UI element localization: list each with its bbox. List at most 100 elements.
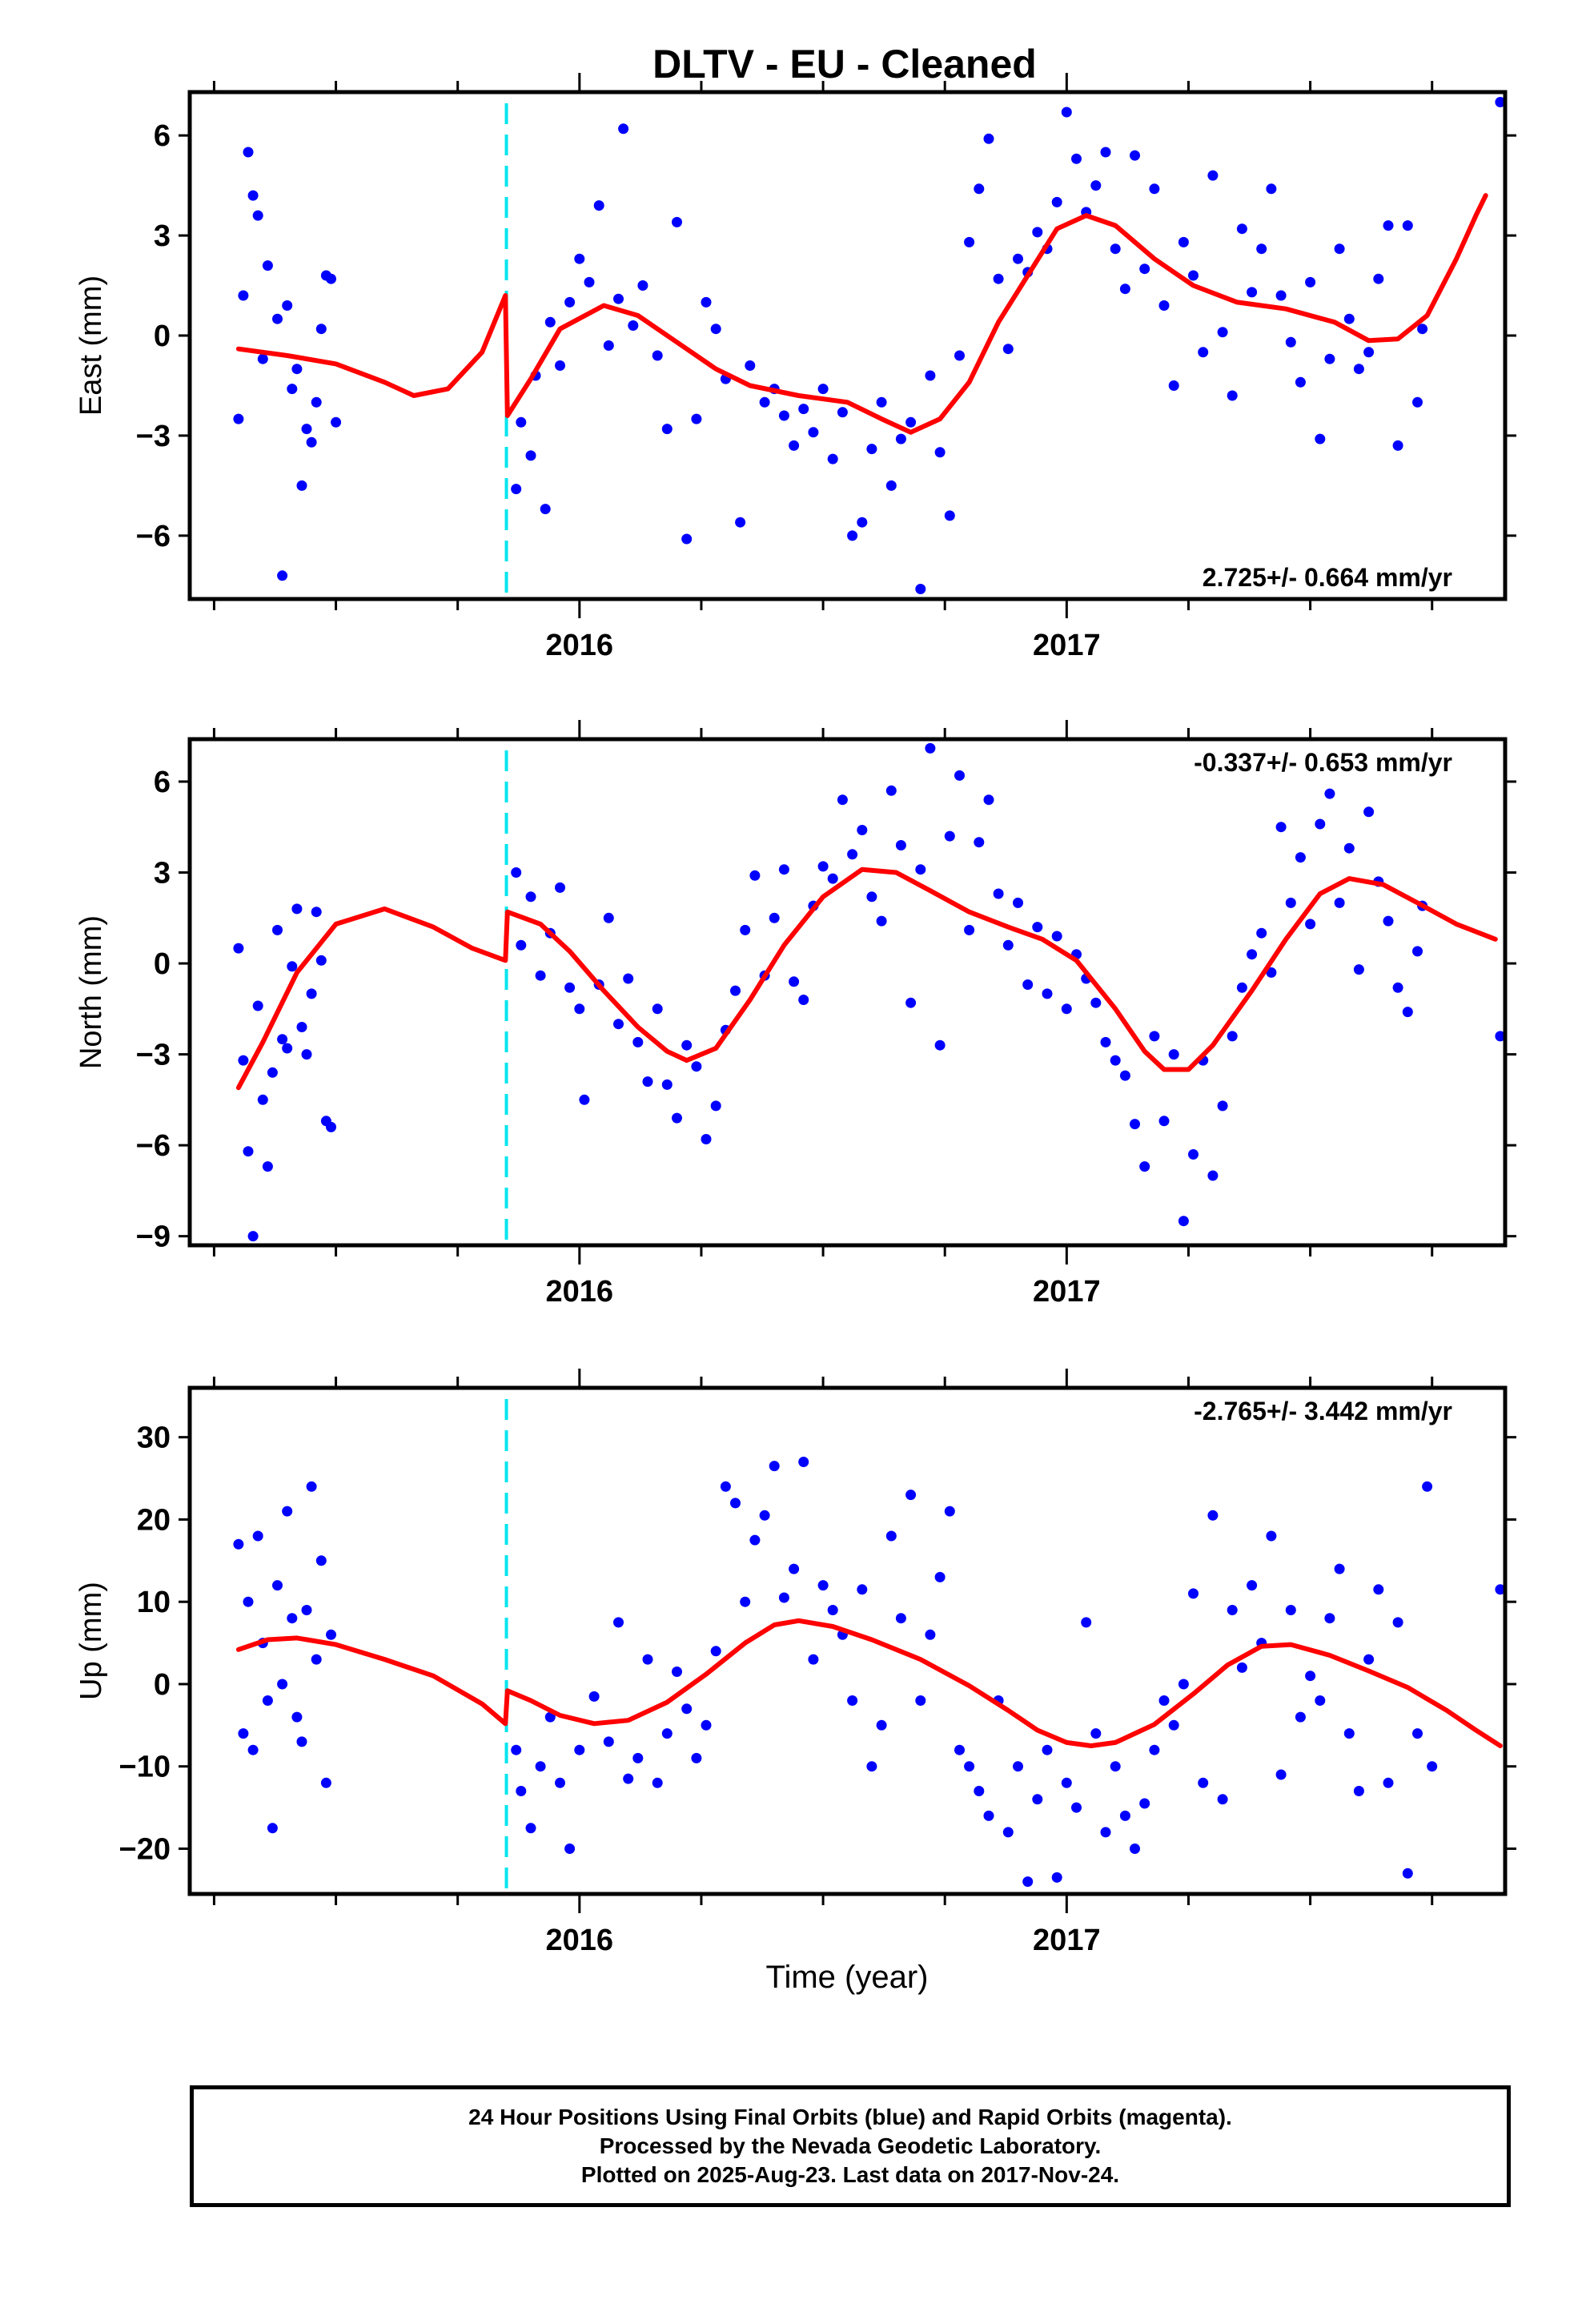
data-point: [847, 1695, 858, 1706]
data-point: [1032, 922, 1043, 933]
data-point: [769, 912, 780, 923]
data-point: [1061, 107, 1072, 118]
data-point: [885, 785, 897, 796]
data-point: [525, 1823, 536, 1834]
data-point: [1334, 897, 1345, 908]
data-point: [974, 1786, 985, 1796]
data-point: [876, 396, 887, 408]
data-point: [1295, 1711, 1306, 1723]
north-panel: −9 −6 −3 0 3 6 2016 2017 North (mm) -0.337+/- 0.6…: [74, 720, 1516, 1309]
y-tick-label: 3: [154, 857, 171, 891]
data-point: [701, 1719, 712, 1731]
data-point: [1119, 1070, 1130, 1081]
data-point: [749, 870, 761, 881]
data-point: [238, 290, 249, 301]
data-point: [735, 517, 746, 528]
data-point: [1110, 1761, 1121, 1772]
data-point: [1256, 243, 1267, 255]
data-point: [1149, 1031, 1160, 1042]
data-point: [1100, 147, 1111, 158]
data-point: [233, 413, 244, 424]
data-point: [681, 1039, 693, 1051]
y-tick-label: −6: [136, 520, 171, 553]
data-point: [1266, 967, 1277, 978]
footer-line: Plotted on 2025-Aug-23. Last data on 201…: [580, 2162, 1120, 2187]
data-point: [243, 1146, 254, 1157]
data-point: [1198, 347, 1209, 358]
data-point: [974, 183, 985, 195]
data-point: [291, 903, 303, 915]
data-point: [817, 861, 829, 872]
y-axis-label: Up (mm): [74, 1582, 108, 1700]
data-point: [287, 961, 298, 972]
data-point: [1402, 1007, 1413, 1018]
data-point: [613, 1019, 624, 1030]
y-tick-label: 20: [137, 1503, 171, 1537]
data-point: [652, 350, 663, 361]
data-point: [1275, 290, 1287, 301]
data-point: [282, 1506, 293, 1517]
data-point: [516, 416, 527, 428]
data-point: [1119, 1810, 1130, 1821]
y-tick-label: 30: [137, 1421, 171, 1455]
data-point: [749, 1534, 761, 1546]
data-point: [311, 396, 322, 408]
data-point: [1383, 220, 1394, 231]
data-point: [272, 313, 283, 324]
data-point: [233, 1538, 244, 1550]
data-point: [1383, 915, 1394, 927]
y-axis-label: North (mm): [74, 915, 108, 1069]
x-tick-label: 2017: [1033, 1924, 1101, 1957]
data-point: [857, 517, 868, 528]
data-point: [847, 849, 858, 860]
data-point: [710, 1646, 721, 1657]
data-point: [1090, 1728, 1102, 1739]
data-point: [964, 924, 975, 935]
data-point: [540, 504, 551, 515]
data-point: [252, 210, 263, 221]
data-point: [895, 433, 906, 444]
data-point: [262, 1161, 273, 1172]
data-point: [535, 1761, 546, 1772]
data-point: [895, 1613, 906, 1624]
data-point: [1051, 931, 1062, 942]
data-point: [789, 1563, 800, 1574]
data-point: [1013, 897, 1023, 908]
data-point: [1363, 347, 1375, 358]
data-point: [331, 416, 342, 428]
data-point: [1110, 243, 1121, 255]
data-point: [637, 280, 648, 291]
data-point: [1217, 327, 1228, 338]
data-point: [632, 1036, 644, 1047]
data-point: [1275, 822, 1287, 833]
data-point: [759, 1510, 770, 1521]
data-point: [895, 840, 906, 850]
plot-frame: [187, 90, 1508, 601]
data-point: [1032, 227, 1043, 238]
data-point: [326, 273, 336, 284]
data-point: [964, 1761, 975, 1772]
data-point: [247, 190, 259, 201]
data-point: [1130, 150, 1140, 161]
data-point: [740, 924, 751, 935]
model-curve: [235, 193, 1488, 435]
data-point: [247, 1231, 259, 1242]
data-point: [282, 300, 293, 311]
data-point: [301, 1605, 312, 1615]
y-tick-label: −3: [136, 420, 171, 453]
data-point: [593, 200, 604, 211]
data-point: [1343, 1728, 1355, 1739]
data-point: [983, 794, 994, 806]
footer-line: 24 Hour Positions Using Final Orbits (bl…: [468, 2105, 1232, 2129]
data-point: [326, 1629, 336, 1640]
data-point: [1295, 852, 1306, 863]
data-point: [1227, 390, 1238, 401]
data-point: [257, 1094, 268, 1105]
data-point: [564, 296, 576, 308]
data-point: [1081, 1617, 1092, 1628]
y-tick-label: 6: [154, 119, 171, 153]
data-point: [866, 891, 877, 903]
data-point: [1217, 1794, 1228, 1805]
data-point: [277, 1034, 288, 1045]
